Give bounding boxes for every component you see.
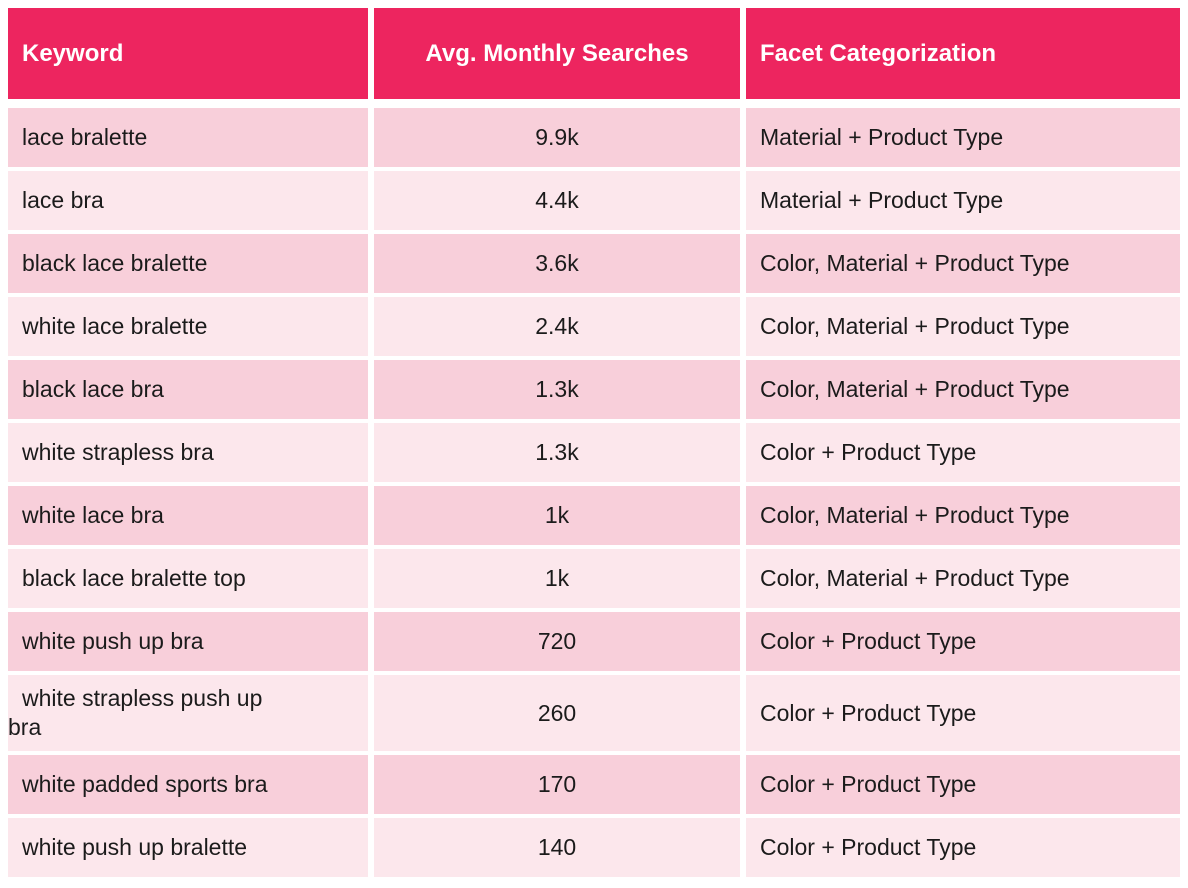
facet-cell: Color + Product Type bbox=[746, 755, 1180, 814]
keyword-cell: white strapless push up bra bbox=[8, 675, 368, 751]
keyword-cell: white push up bralette bbox=[8, 818, 368, 877]
searches-cell: 1k bbox=[374, 549, 740, 608]
facet-cell: Color, Material + Product Type bbox=[746, 549, 1180, 608]
table-row: black lace bra 1.3k Color, Material + Pr… bbox=[8, 360, 1180, 419]
keyword-text: white push up bralette bbox=[22, 834, 248, 860]
table-header-row: Keyword Avg. Monthly Searches Facet Cate… bbox=[8, 8, 1180, 99]
keyword-text: white padded sports bra bbox=[22, 771, 268, 797]
facet-cell: Color, Material + Product Type bbox=[746, 234, 1180, 293]
table-row: white strapless push up bra 260 Color + … bbox=[8, 675, 1180, 751]
keyword-text: white strapless bra bbox=[22, 439, 214, 465]
searches-cell: 3.6k bbox=[374, 234, 740, 293]
table-row: white lace bralette 2.4k Color, Material… bbox=[8, 297, 1180, 356]
table-row: white lace bra 1k Color, Material + Prod… bbox=[8, 486, 1180, 545]
facet-cell: Material + Product Type bbox=[746, 108, 1180, 167]
keyword-text: black lace bralette top bbox=[22, 565, 246, 591]
keyword-cell: white push up bra bbox=[8, 612, 368, 671]
table-row: black lace bralette top 1k Color, Materi… bbox=[8, 549, 1180, 608]
column-header-keyword: Keyword bbox=[8, 8, 368, 99]
keyword-text: black lace bralette bbox=[22, 250, 208, 276]
table-row: lace bra 4.4k Material + Product Type bbox=[8, 171, 1180, 230]
keyword-cell: white lace bra bbox=[8, 486, 368, 545]
searches-cell: 1.3k bbox=[374, 360, 740, 419]
keyword-text: white strapless push up bra bbox=[8, 685, 263, 740]
table-row: lace bralette 9.9k Material + Product Ty… bbox=[8, 108, 1180, 167]
table-row: white push up bralette 140 Color + Produ… bbox=[8, 818, 1180, 877]
facet-cell: Color + Product Type bbox=[746, 612, 1180, 671]
table-row: white strapless bra 1.3k Color + Product… bbox=[8, 423, 1180, 482]
facet-cell: Color, Material + Product Type bbox=[746, 360, 1180, 419]
keyword-cell: lace bralette bbox=[8, 108, 368, 167]
searches-cell: 720 bbox=[374, 612, 740, 671]
facet-cell: Color + Product Type bbox=[746, 818, 1180, 877]
keyword-text: lace bralette bbox=[22, 124, 148, 150]
keyword-cell: white padded sports bra bbox=[8, 755, 368, 814]
keyword-cell: black lace bralette top bbox=[8, 549, 368, 608]
keyword-text: lace bra bbox=[22, 187, 104, 213]
column-header-facet: Facet Categorization bbox=[746, 8, 1180, 99]
facet-cell: Color, Material + Product Type bbox=[746, 297, 1180, 356]
facet-cell: Color, Material + Product Type bbox=[746, 486, 1180, 545]
facet-cell: Color + Product Type bbox=[746, 423, 1180, 482]
searches-cell: 1.3k bbox=[374, 423, 740, 482]
keyword-text: white lace bra bbox=[22, 502, 164, 528]
keyword-cell: black lace bra bbox=[8, 360, 368, 419]
keyword-cell: lace bra bbox=[8, 171, 368, 230]
table-row: white padded sports bra 170 Color + Prod… bbox=[8, 755, 1180, 814]
facet-cell: Color + Product Type bbox=[746, 675, 1180, 751]
searches-cell: 4.4k bbox=[374, 171, 740, 230]
searches-cell: 1k bbox=[374, 486, 740, 545]
keyword-text: white push up bra bbox=[22, 628, 204, 654]
searches-cell: 9.9k bbox=[374, 108, 740, 167]
searches-cell: 2.4k bbox=[374, 297, 740, 356]
searches-cell: 170 bbox=[374, 755, 740, 814]
table-row: black lace bralette 3.6k Color, Material… bbox=[8, 234, 1180, 293]
table-row: white push up bra 720 Color + Product Ty… bbox=[8, 612, 1180, 671]
keyword-text: white lace bralette bbox=[22, 313, 208, 339]
table-body: lace bralette 9.9k Material + Product Ty… bbox=[8, 108, 1180, 877]
keyword-cell: white lace bralette bbox=[8, 297, 368, 356]
facet-cell: Material + Product Type bbox=[746, 171, 1180, 230]
keyword-research-table: Keyword Avg. Monthly Searches Facet Cate… bbox=[8, 8, 1180, 877]
column-header-searches: Avg. Monthly Searches bbox=[374, 8, 740, 99]
keyword-cell: white strapless bra bbox=[8, 423, 368, 482]
keyword-cell: black lace bralette bbox=[8, 234, 368, 293]
searches-cell: 140 bbox=[374, 818, 740, 877]
keyword-text: black lace bra bbox=[22, 376, 164, 402]
searches-cell: 260 bbox=[374, 675, 740, 751]
